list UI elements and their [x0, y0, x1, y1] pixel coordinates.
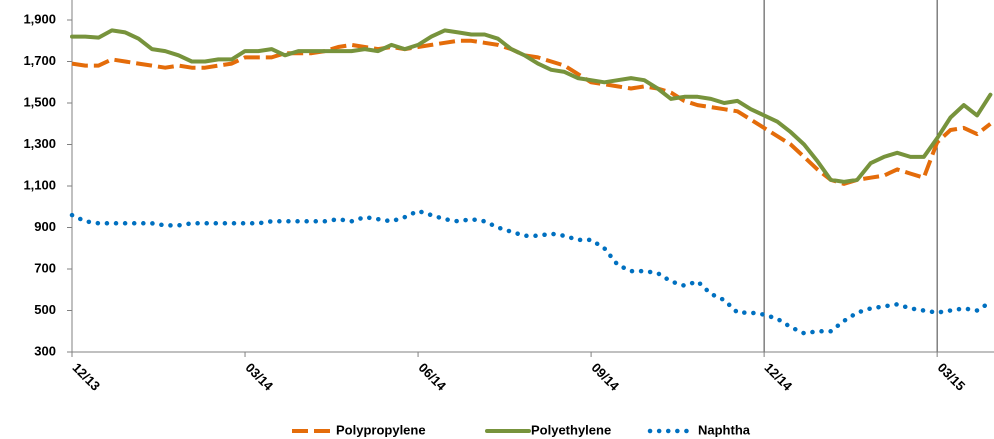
y-tick-label: 1,700 — [23, 53, 56, 68]
x-tick-label: 09/14 — [589, 360, 623, 394]
x-tick-label: 12/14 — [762, 360, 796, 394]
x-tick-label: 03/15 — [935, 360, 969, 394]
series-line — [71, 38, 992, 186]
legend-label: Polyethylene — [531, 422, 611, 437]
y-tick-label: 1,500 — [23, 94, 56, 109]
y-tick-label: 700 — [34, 260, 56, 275]
y-tick-label: 1,100 — [23, 177, 56, 192]
legend-label: Naphtha — [698, 422, 751, 437]
y-tick-label: 500 — [34, 302, 56, 317]
series-line — [69, 208, 993, 336]
y-tick-label: 900 — [34, 219, 56, 234]
y-tick-label: 1,900 — [23, 11, 56, 26]
x-tick-label: 12/13 — [69, 360, 103, 394]
legend-label: Polypropylene — [336, 422, 426, 437]
y-tick-label: 300 — [34, 343, 56, 358]
x-tick-label: 03/14 — [242, 360, 276, 394]
series-line — [70, 28, 993, 184]
y-tick-label: 1,300 — [23, 136, 56, 151]
x-tick-label: 06/14 — [416, 360, 450, 394]
